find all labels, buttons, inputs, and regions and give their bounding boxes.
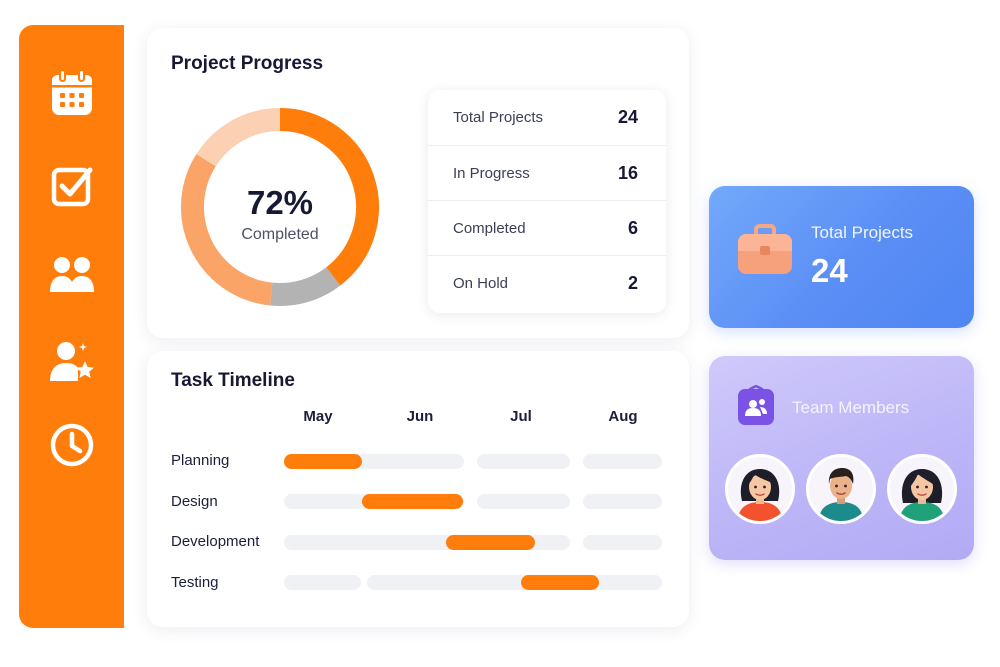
avatar[interactable] (887, 454, 957, 524)
stat-label: On Hold (453, 274, 509, 292)
task-label-testing: Testing (171, 574, 219, 591)
donut-chart (181, 108, 379, 306)
sidebar-item-team[interactable] (49, 251, 95, 297)
team-icon (50, 257, 94, 292)
stat-label: In Progress (453, 164, 530, 182)
team-badge-icon (738, 385, 774, 425)
team-members-card[interactable]: Team Members (709, 356, 974, 560)
user-star-icon (50, 342, 94, 381)
donut-label: Completed (241, 226, 319, 243)
stat-value: 2 (627, 272, 638, 293)
timeline-track (367, 575, 662, 590)
task-label-development: Development (171, 533, 260, 550)
stat-row-total: Total Projects 24 (428, 90, 666, 145)
project-progress-title: Project Progress (171, 53, 324, 74)
stat-value: 16 (617, 162, 638, 183)
sidebar-item-user-rating[interactable] (49, 338, 95, 384)
donut-percent: 72% (246, 184, 314, 221)
month-label: Jul (510, 408, 532, 425)
task-bar-design[interactable] (362, 494, 463, 509)
stat-row-completed: Completed 6 (428, 200, 666, 255)
timeline-track (477, 494, 570, 509)
timeline-track (583, 535, 662, 550)
task-label-planning: Planning (171, 452, 230, 469)
task-bar-development[interactable] (446, 535, 535, 550)
man-avatar-icon (819, 468, 863, 521)
total-projects-card[interactable]: Total Projects 24 (709, 186, 974, 328)
progress-donut: 72% Completed (180, 104, 380, 310)
woman-avatar-icon (738, 469, 782, 521)
briefcase-icon (738, 224, 792, 274)
sidebar-item-calendar[interactable] (49, 69, 95, 116)
month-label: Aug (608, 408, 638, 425)
checkbox-icon (51, 167, 93, 207)
stat-row-on-hold: On Hold 2 (428, 255, 666, 310)
total-projects-value: 24 (811, 252, 848, 289)
stat-label: Completed (453, 219, 526, 237)
calendar-icon (52, 69, 92, 115)
timeline-track (583, 454, 662, 469)
timeline-track (477, 454, 570, 469)
woman-avatar-icon (900, 469, 944, 521)
sidebar-item-tasks[interactable] (49, 163, 95, 209)
donut-segment-remaining (196, 108, 281, 167)
month-label: May (303, 408, 333, 425)
task-label-design: Design (171, 493, 218, 510)
donut-segment-completed-light (181, 153, 273, 306)
month-label: Jun (406, 408, 434, 425)
task-timeline-title: Task Timeline (171, 370, 295, 391)
stat-row-in-progress: In Progress 16 (428, 145, 666, 200)
donut-segment-completed (279, 108, 379, 286)
team-members-label: Team Members (792, 398, 910, 417)
task-bar-testing[interactable] (521, 575, 599, 590)
avatar[interactable] (806, 454, 876, 524)
timeline-track (284, 575, 361, 590)
avatar[interactable] (725, 454, 795, 524)
donut-segment-on-hold (270, 267, 341, 306)
sidebar-item-time[interactable] (49, 422, 95, 468)
stat-value: 24 (617, 107, 638, 127)
total-projects-label: Total Projects (811, 223, 914, 242)
clock-icon (50, 423, 94, 467)
task-bar-planning[interactable] (284, 454, 362, 469)
stat-label: Total Projects (453, 109, 544, 126)
stat-value: 6 (627, 217, 638, 238)
timeline-track (583, 494, 662, 509)
sidebar (19, 25, 124, 628)
project-stats-list: Total Projects 24 In Progress 16 Complet… (428, 90, 666, 313)
